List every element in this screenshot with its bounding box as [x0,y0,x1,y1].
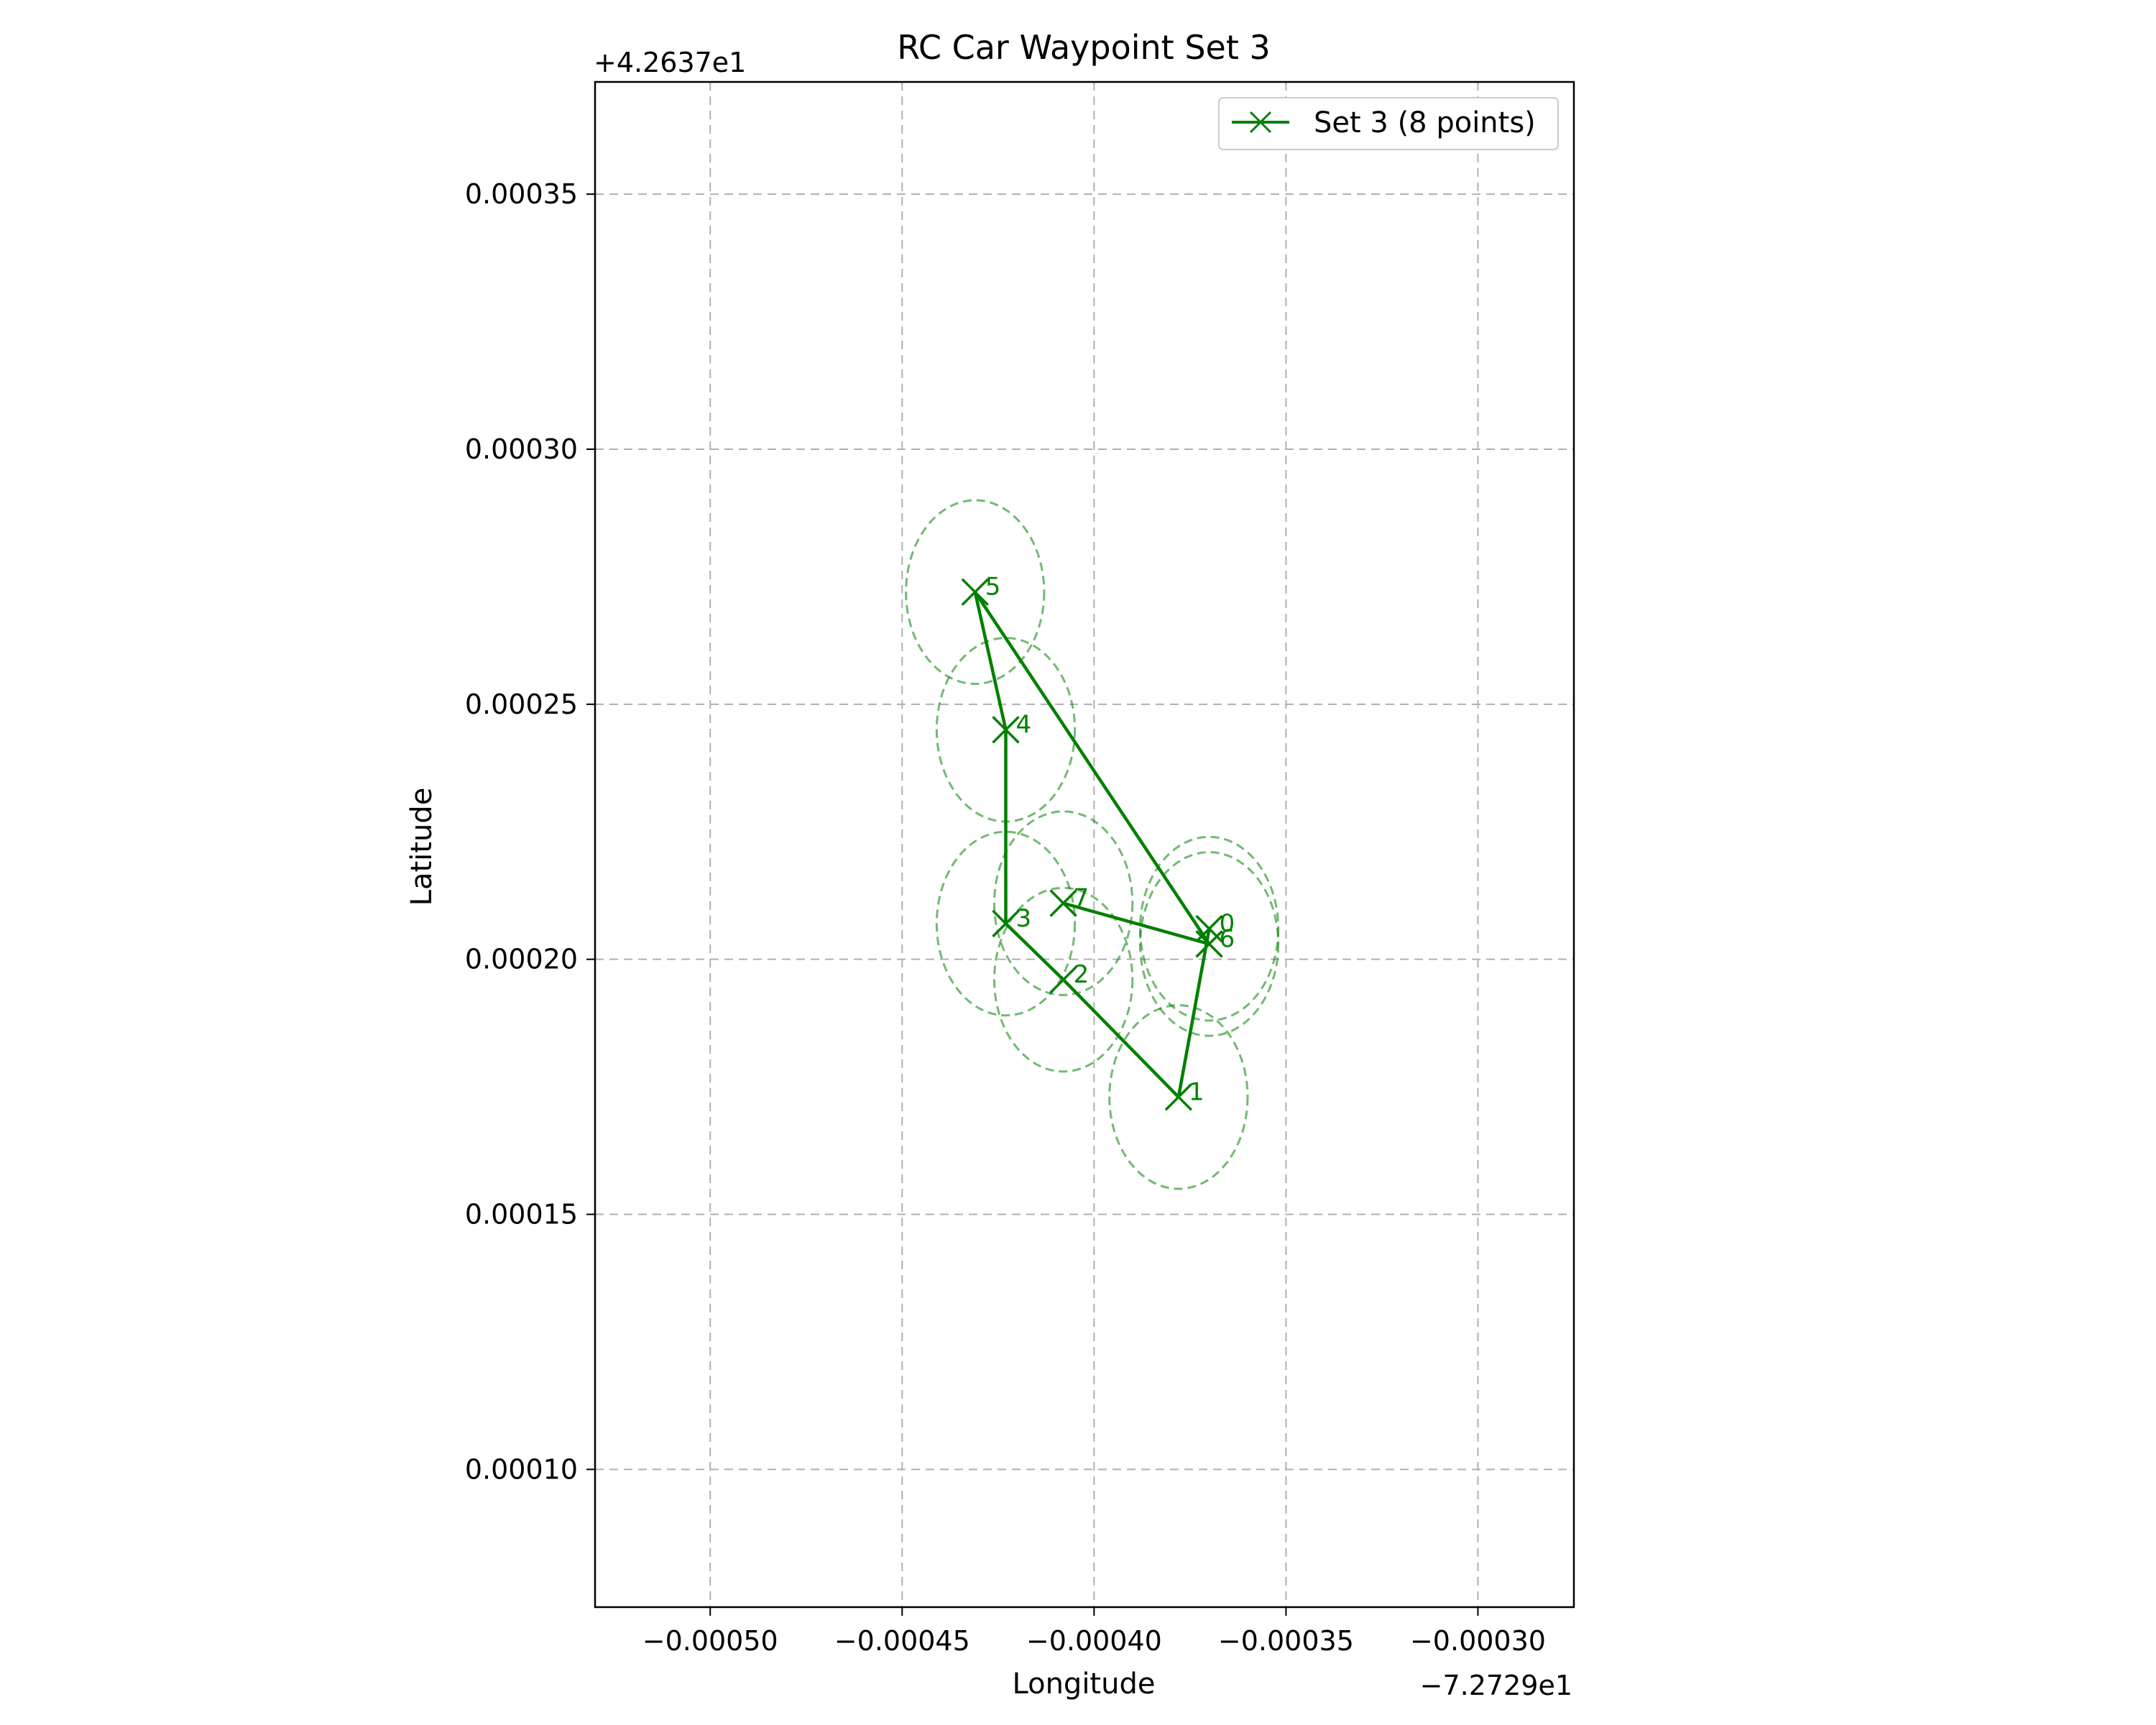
x-tick-label: −0.00035 [1218,1625,1354,1657]
y-tick-label: 0.00025 [465,689,578,720]
tolerance-circle [935,830,1077,1017]
x-tick-label: −0.00050 [642,1625,778,1657]
legend-box [1218,97,1559,150]
y-tick-label: 0.00015 [465,1199,578,1230]
waypoint-label: 5 [985,573,1001,602]
waypoint-label: 6 [1220,924,1235,953]
waypoint-path [973,590,1211,1099]
tolerance-circle [1138,851,1280,1037]
legend-entry: Set 3 (8 points) [1314,106,1536,139]
x-tick-label: −0.00040 [1026,1625,1162,1657]
y-offset-label: +4.2637e1 [594,47,746,78]
waypoint-marker [992,716,1020,744]
y-axis-ticks: 0.00010 0.00015 0.00020 0.00025 0.00030 0.000… [465,178,595,1485]
tolerance-circle [1108,1004,1249,1190]
legend-marker-x-icon [1249,111,1272,134]
y-tick-label: 0.00010 [465,1453,578,1485]
plot-frame [594,80,1575,1609]
chart-title: RC Car Waypoint Set 3 [897,28,1271,67]
waypoint-label: 1 [1189,1077,1204,1106]
waypoint-marker [1195,914,1223,943]
waypoint-marker [1195,930,1223,958]
waypoint-label: 3 [1016,904,1032,933]
waypoint-marker [961,578,990,606]
x-offset-label: −7.2729e1 [1420,1670,1572,1701]
waypoint-markers [961,578,1223,1111]
tolerance-circle [905,499,1046,685]
tolerance-circles [905,499,1280,1190]
waypoint-marker [992,909,1020,938]
x-axis-label: Longitude [1013,1668,1156,1701]
waypoint-marker [1049,889,1077,917]
grid [595,82,1574,1607]
y-tick-label: 0.00020 [465,944,578,975]
waypoint-label: 7 [1074,884,1089,913]
series-line [973,590,1211,1099]
tolerance-circle [992,810,1134,996]
tolerance-circle [992,886,1134,1073]
legend: Set 3 (8 points) [1218,97,1559,150]
waypoint-label: 0 [1220,909,1235,938]
waypoint-marker [1164,1083,1193,1111]
y-axis-label: Latitude [405,788,438,906]
waypoint-labels: 0 1 2 3 4 5 6 7 [985,573,1235,1107]
y-tick-label: 0.00035 [465,178,578,210]
x-tick-label: −0.00045 [834,1625,970,1657]
x-axis-ticks: −0.00050 −0.00045 −0.00040 −0.00035 −0.00030 [642,1607,1546,1657]
y-tick-label: 0.00030 [465,433,578,465]
x-tick-label: −0.00030 [1410,1625,1546,1657]
waypoint-marker [1049,965,1077,994]
waypoint-label: 2 [1074,960,1089,989]
waypoint-label: 4 [1016,710,1032,739]
